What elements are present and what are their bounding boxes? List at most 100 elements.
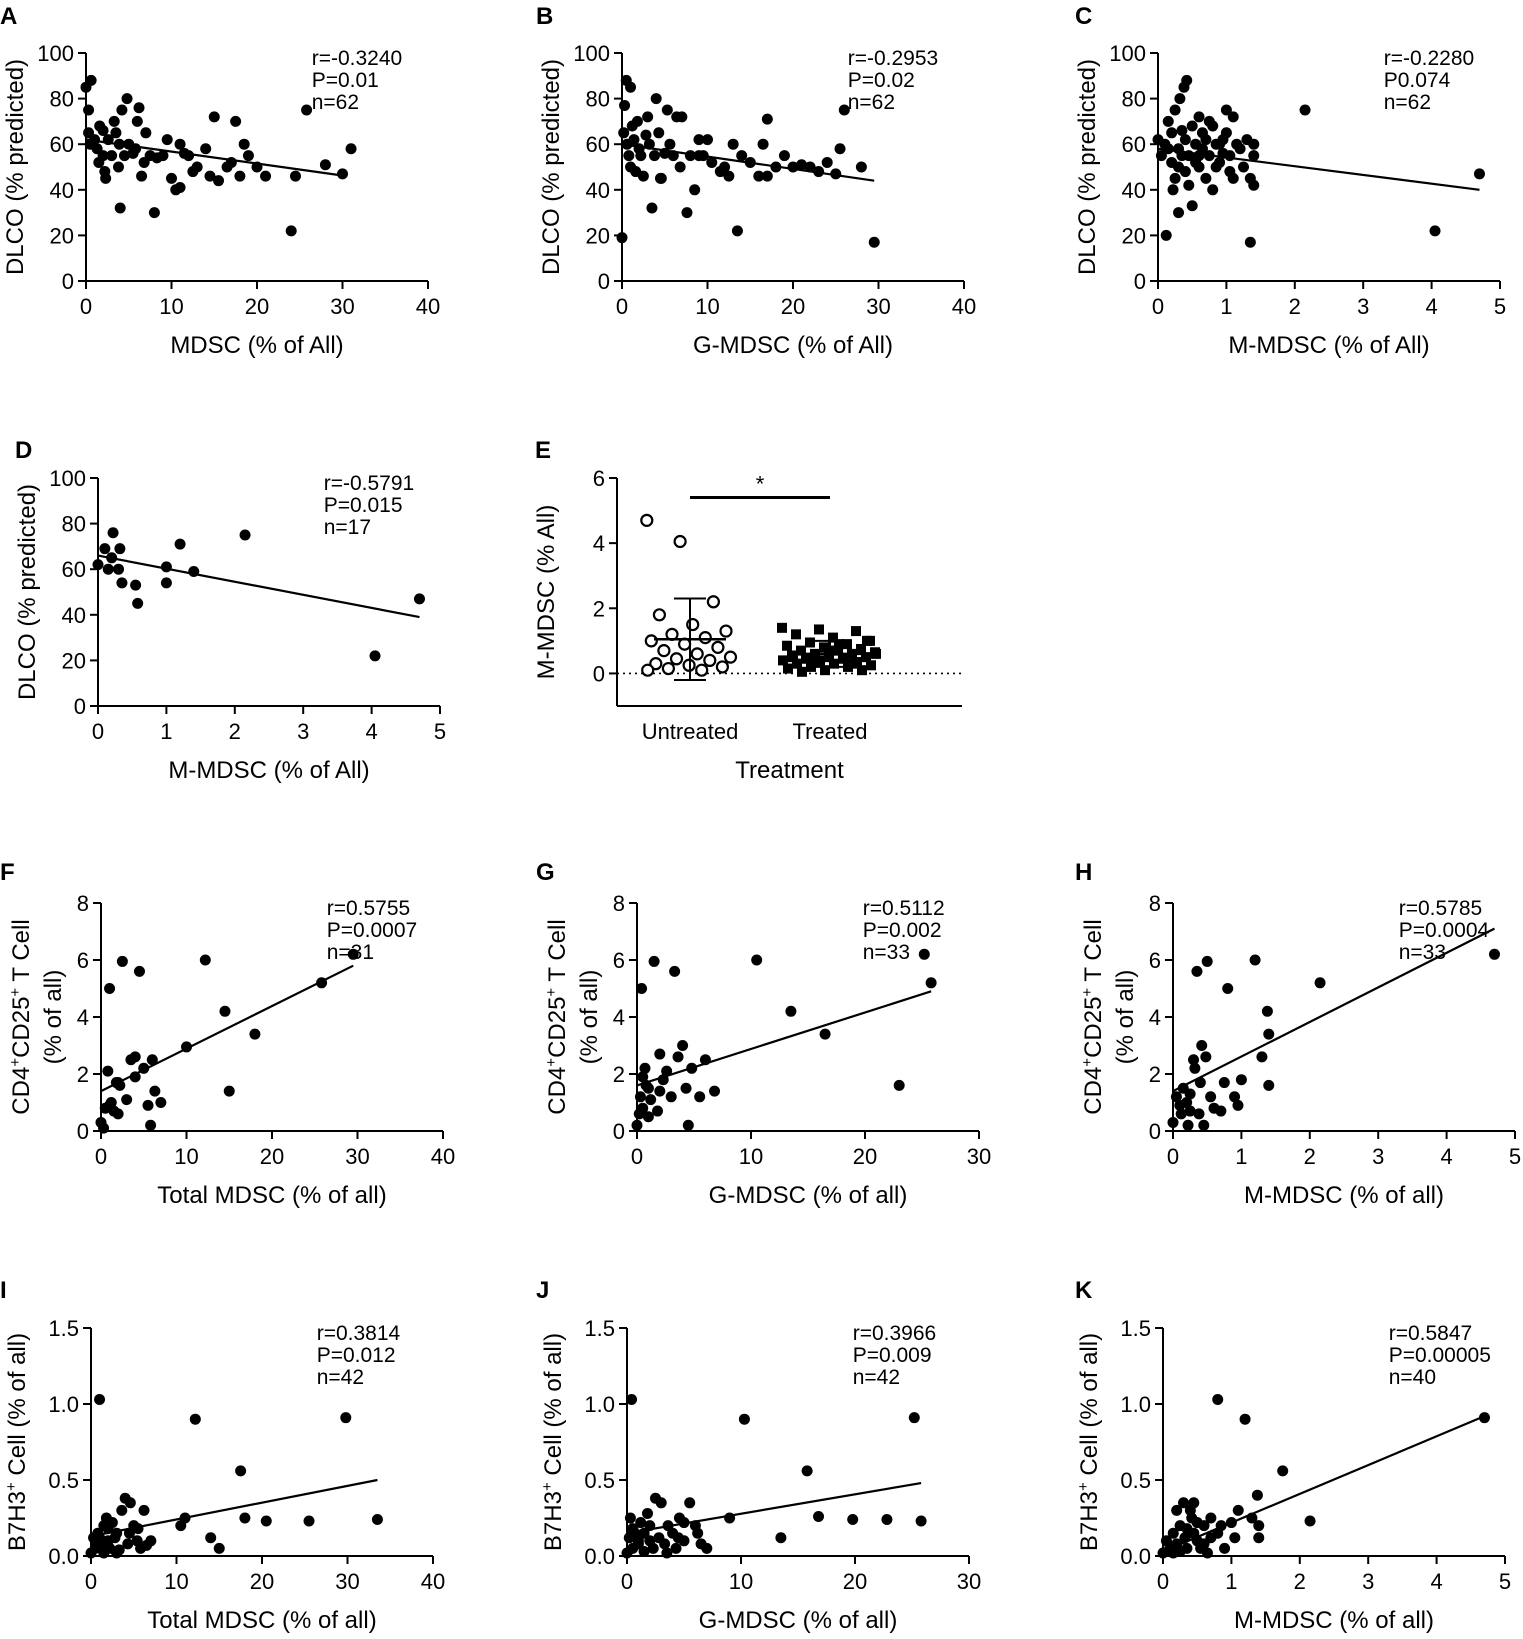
data-point [1181,1523,1193,1535]
data-point [702,134,713,146]
stat-text: P=0.02 [848,69,915,92]
data-point [191,161,203,173]
data-point [1198,1538,1210,1550]
treated-point [828,632,838,643]
y-tick-label: 20 [1122,223,1146,248]
panel-label: C [1075,3,1092,30]
data-point [915,1515,927,1527]
y-title-part: CD4 [1080,1067,1107,1115]
panel-label: E [535,437,551,464]
y-title-part: CD4 [8,1067,35,1115]
y-axis-title: B7H3+ Cell (% of all) [1075,1333,1103,1551]
y-tick-label: 0 [613,1119,625,1144]
stat-text: r=-0.3240 [312,47,402,70]
y-title-sup: + [1079,1058,1096,1067]
panel-b: B 0 20 40 60 80 100 0 10 20 30 40 G-MDSC (% of All) D… [536,3,976,359]
x-tick-label: 4 [1440,1144,1452,1169]
data-point [99,543,111,555]
y-tick-label: 80 [62,512,86,537]
y-tick-label: 4 [77,1005,89,1030]
x-axis-title: Treatment [735,757,844,784]
data-point [1173,207,1185,219]
y-tick-label: 8 [77,891,89,916]
untreated-point [641,663,655,677]
data-point [174,538,186,550]
data-point [1166,127,1178,139]
untreated-point [657,644,671,658]
untreated-point [686,617,700,632]
data-point [303,1515,315,1527]
data-point [918,948,930,960]
data-point [1207,184,1219,196]
untreated-point [690,647,704,661]
treated-point [838,653,848,664]
data-point [239,529,251,541]
stat-text: P0.074 [1384,69,1451,92]
data-point [161,134,173,146]
untreated-point [644,634,658,648]
data-point [1196,1040,1208,1051]
x-tick-label: 2 [1304,1144,1316,1169]
data-point [654,1048,666,1060]
x-tick-label: 20 [250,1569,274,1594]
data-point [834,143,846,155]
stat-text: P=0.015 [324,494,403,517]
data-point [684,1497,696,1509]
data-point [642,1082,654,1094]
x-axis-title: G-MDSC (% of All) [693,332,893,359]
y-axis-title: CD4+CD25+ T Cell [543,919,571,1114]
x-tick-label: 10 [164,1569,188,1594]
x-tick-label: 20 [781,294,805,319]
y-tick-label: 0 [62,269,74,294]
untreated-point [719,624,733,638]
treated-point [829,658,839,669]
treated-point [783,663,793,674]
y-tick-label: 20 [62,648,86,673]
data-point [847,1514,859,1526]
data-point [738,1413,750,1425]
data-point [1256,1051,1268,1063]
y-tick-label: 0.0 [584,1544,615,1569]
treated-point [796,645,806,656]
panel-label: D [15,437,32,464]
y-tick-label: 6 [77,948,89,973]
category-label: Treated [792,719,867,744]
data-point [1304,1515,1316,1527]
data-point [719,161,731,173]
data-point [112,161,124,173]
treated-point [833,645,843,656]
x-tick-label: 1 [160,719,172,744]
treated-point [792,658,802,669]
treated-point [861,652,871,663]
y-tick-label: 2 [77,1062,89,1087]
panel-label: J [536,1277,549,1304]
treated-point [805,637,815,648]
untreated-point [723,650,738,664]
data-point [116,955,128,967]
data-point [94,1393,106,1405]
x-tick-label: 0 [621,1569,633,1594]
x-tick-label: 30 [335,1569,359,1594]
x-tick-label: 0 [92,719,104,744]
x-tick-label: 20 [260,1144,284,1169]
data-point [670,1542,682,1554]
data-point [908,1412,920,1424]
treated-point [791,629,801,640]
data-point [104,1099,116,1111]
x-axis-title: M-MDSC (% of All) [168,757,369,784]
y-tick-label: 0 [1134,269,1146,294]
data-point [1212,1393,1224,1405]
data-point [1214,138,1226,150]
stat-text: P=0.009 [853,1344,932,1367]
treated-point [820,665,830,676]
y-tick-label: 40 [62,603,86,628]
data-point [97,150,109,162]
data-point [107,527,119,539]
data-point [639,1062,651,1074]
data-point [693,134,705,146]
y-tick-label: 60 [50,132,74,157]
data-point [706,156,718,168]
data-point [652,1105,664,1117]
x-tick-label: 0 [631,1144,643,1169]
data-point [654,172,666,184]
